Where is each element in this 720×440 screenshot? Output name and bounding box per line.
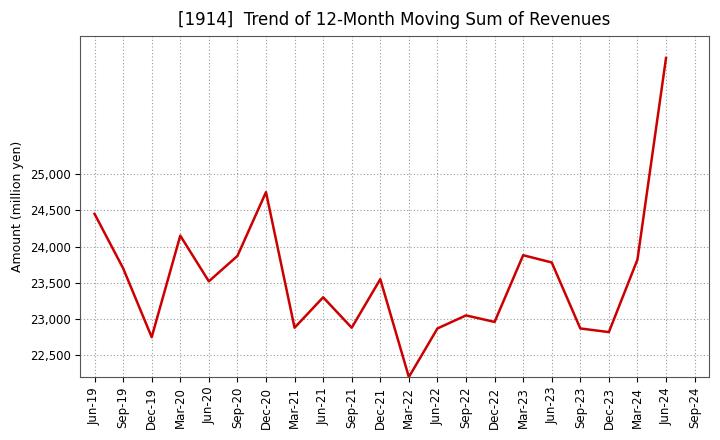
Title: [1914]  Trend of 12-Month Moving Sum of Revenues: [1914] Trend of 12-Month Moving Sum of R… xyxy=(179,11,611,29)
Y-axis label: Amount (million yen): Amount (million yen) xyxy=(11,141,24,272)
